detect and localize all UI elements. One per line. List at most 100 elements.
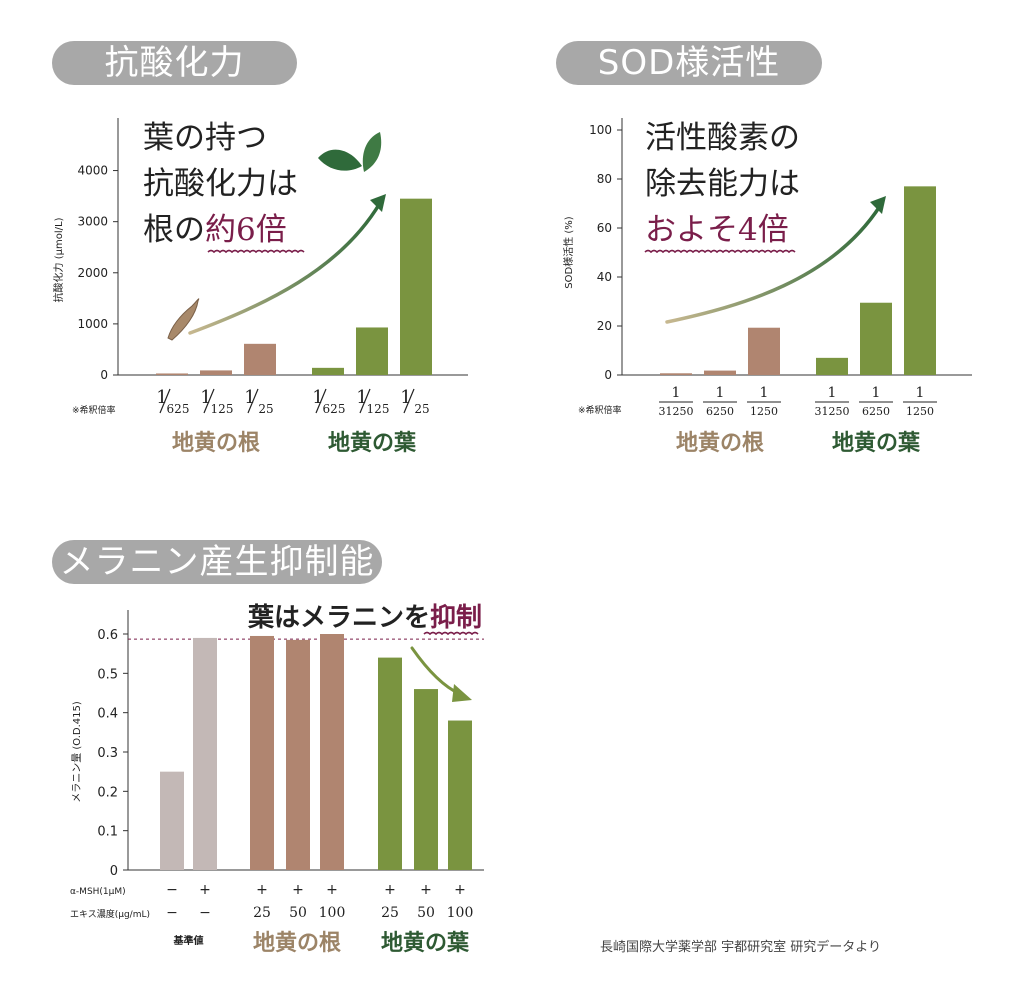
fraction-slash	[403, 388, 415, 414]
bar-root	[250, 635, 274, 870]
fraction-numerator: 1	[672, 385, 681, 401]
bar-root	[704, 370, 736, 375]
fraction-numerator: 1	[400, 387, 411, 408]
group-label-root: 地黄の根	[172, 430, 260, 456]
y-tick-label: 1000	[77, 317, 108, 331]
y-tick-label: 100	[589, 123, 612, 137]
fraction-numerator: 1	[200, 387, 211, 408]
bar-root	[748, 327, 780, 375]
bar-grey_base	[193, 637, 217, 870]
callout-line-2: 抗酸化力は	[143, 166, 298, 202]
fraction-slash	[359, 388, 371, 414]
callout-text: 葉はメラニンを抑制	[247, 603, 482, 633]
callout-line-2: 除去能力は	[645, 166, 800, 202]
fraction-denominator: 125	[367, 402, 390, 416]
bar-leaf	[904, 186, 936, 375]
group-label-root: 地黄の根	[253, 930, 341, 956]
fraction-slash	[159, 388, 171, 414]
concentration-value: −	[166, 905, 178, 921]
y-tick-label: 20	[597, 319, 612, 333]
concentration-value: 25	[381, 905, 399, 921]
section-title-melanin: メラニン産生抑制能	[52, 540, 382, 584]
bar-leaf	[312, 367, 344, 375]
y-tick-label: 0.2	[97, 785, 118, 800]
fraction-slash	[247, 388, 259, 414]
concentration-value: 100	[319, 905, 346, 921]
y-tick-label: 0.1	[97, 825, 118, 840]
msh-value: +	[292, 882, 304, 898]
concentration-value: 50	[289, 905, 307, 921]
y-axis-label: 抗酸化力 (μmol/L)	[52, 217, 65, 302]
y-tick-label: 40	[597, 270, 612, 284]
group-label-baseline: 基準値	[173, 934, 204, 947]
melanin-chart: 0 0.1 0.2 0.3 0.4 0.5 0.6 メラニン量 (O.D.415) − − + − 基準…	[70, 603, 484, 956]
bar-root	[286, 639, 310, 870]
msh-value: +	[454, 882, 466, 898]
dilution-label: ※希釈倍率	[72, 404, 116, 416]
fraction-denominator: 625	[167, 402, 190, 416]
growth-arrow-head	[370, 194, 386, 212]
msh-value: +	[199, 882, 211, 898]
callout-underline	[423, 631, 479, 636]
bar-root	[244, 343, 276, 375]
msh-value: +	[384, 882, 396, 898]
callout-line-3: 根の約6倍	[143, 212, 287, 248]
fraction-denominator: 6250	[706, 405, 734, 418]
bar-root	[156, 373, 188, 375]
bar-leaf	[356, 327, 388, 375]
fraction-numerator: 1	[244, 387, 255, 408]
fraction-slash	[315, 388, 327, 414]
y-tick-label: 3000	[77, 215, 108, 229]
y-tick-label: 0	[100, 368, 108, 382]
section-title-sod: SOD様活性	[556, 41, 822, 85]
root-icon	[167, 298, 200, 341]
y-tick-label: 0	[604, 368, 612, 382]
y-tick-label: 60	[597, 221, 612, 235]
fraction-numerator: 1	[916, 385, 925, 401]
msh-value: +	[326, 882, 338, 898]
callout-line-3: およそ4倍	[645, 212, 789, 248]
down-arrow-icon	[410, 646, 462, 696]
bar-leaf	[378, 657, 402, 870]
y-axis-label: メラニン量 (O.D.415)	[71, 701, 83, 803]
fraction-denominator: 125	[211, 402, 234, 416]
bar-leaf	[816, 357, 848, 375]
group-label-root: 地黄の根	[676, 430, 764, 456]
y-axis-label: SOD様活性 (%)	[562, 216, 575, 289]
fraction-numerator: 1	[760, 385, 769, 401]
y-tick-label: 0	[110, 864, 118, 879]
group-label-leaf: 地黄の葉	[328, 430, 417, 456]
msh-value: +	[420, 882, 432, 898]
fraction-denominator: 25	[258, 402, 273, 416]
y-tick-label: 0.3	[97, 746, 118, 761]
leaf-icon-2	[362, 132, 382, 172]
fraction-denominator: 6250	[862, 405, 890, 418]
section-title-antioxidant: 抗酸化力	[52, 41, 297, 85]
group-label-leaf: 地黄の葉	[381, 930, 470, 956]
group-label-leaf: 地黄の葉	[832, 430, 921, 456]
fraction-denominator: 1250	[906, 405, 934, 418]
y-tick-label: 4000	[77, 164, 108, 178]
leaves-icon	[318, 149, 362, 171]
fraction-denominator: 25	[414, 402, 429, 416]
bar-root	[320, 634, 344, 870]
msh-value: +	[256, 882, 268, 898]
fraction-denominator: 625	[323, 402, 346, 416]
msh-value: −	[166, 882, 178, 898]
callout-line-1: 葉の持つ	[143, 120, 267, 156]
concentration-value: 100	[447, 905, 474, 921]
y-tick-label: 80	[597, 172, 612, 186]
bar-leaf	[448, 720, 472, 870]
fraction-denominator: 31250	[659, 405, 694, 418]
growth-arrow-head	[870, 196, 886, 214]
dilution-label: ※希釈倍率	[578, 404, 622, 416]
y-tick-label: 0.5	[97, 667, 118, 682]
y-tick-label: 2000	[77, 266, 108, 280]
fraction-numerator: 1	[356, 387, 367, 408]
fraction-numerator: 1	[828, 385, 837, 401]
fraction-numerator: 1	[312, 387, 323, 408]
bar-root	[200, 370, 232, 375]
growth-arrow-icon	[188, 201, 382, 335]
y-tick-label: 0.4	[97, 707, 118, 722]
